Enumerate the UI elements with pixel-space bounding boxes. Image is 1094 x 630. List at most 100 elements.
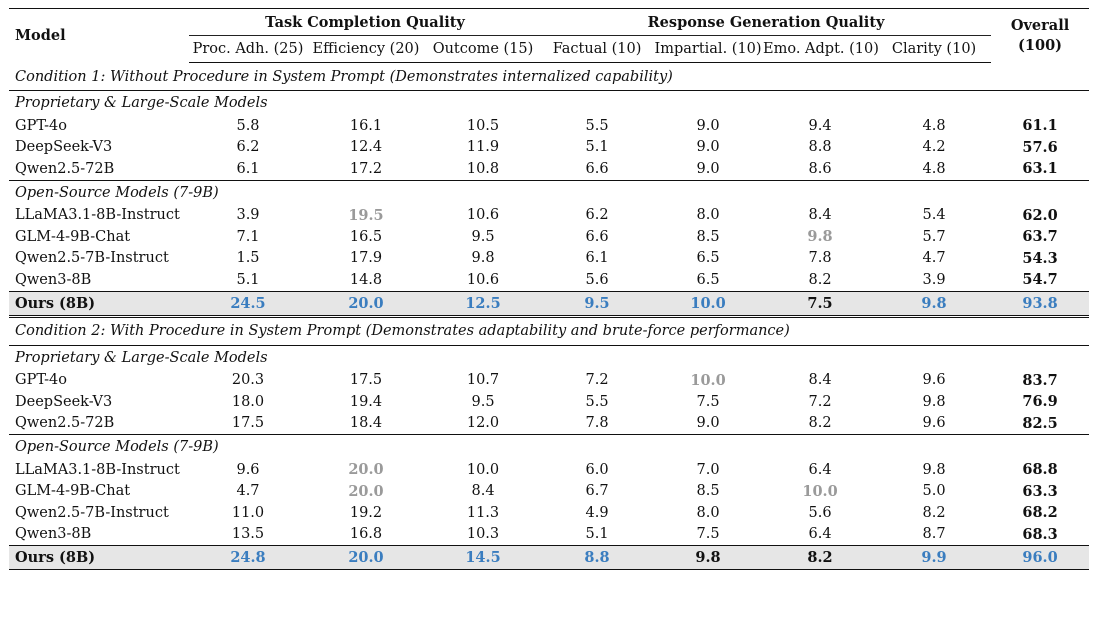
header-outcome: Outcome (15) bbox=[425, 35, 542, 63]
score-cell: 10.0 bbox=[653, 290, 764, 316]
score-cell: 14.5 bbox=[425, 545, 542, 570]
score-cell: 8.2 bbox=[763, 545, 878, 570]
score-cell: 8.2 bbox=[808, 415, 832, 432]
model-name: GLM-4-9B-Chat bbox=[15, 228, 131, 245]
score-cell: 4.7 bbox=[236, 483, 260, 500]
model-name: Ours (8B) bbox=[9, 290, 189, 316]
score-cell: 10.8 bbox=[466, 160, 500, 177]
score-cell: 24.8 bbox=[189, 545, 307, 570]
model-name: Qwen3-8B bbox=[15, 271, 92, 288]
score-cell: 7.2 bbox=[808, 393, 832, 410]
score-cell: 9.6 bbox=[922, 415, 946, 432]
model-name: Qwen2.5-7B-Instruct bbox=[15, 250, 169, 267]
score-cell: 5.8 bbox=[236, 117, 260, 134]
score-cell: 4.8 bbox=[922, 160, 946, 177]
table-row: Qwen3-8B 5.1 14.8 10.6 5.6 6.5 8.2 3.9 54.7 bbox=[9, 269, 1089, 291]
score-cell: 6.0 bbox=[585, 461, 609, 478]
score-cell: 8.7 bbox=[922, 526, 946, 543]
header-overall-label: Overall bbox=[1010, 16, 1070, 34]
score-cell: 9.0 bbox=[696, 160, 720, 177]
score-cell: 8.8 bbox=[541, 545, 654, 570]
header-model: Model bbox=[9, 8, 189, 63]
table-row: GLM-4-9B-Chat 4.7 20.0 8.4 6.7 8.5 10.0 5.0 63.3 bbox=[9, 481, 1089, 503]
score-cell: 24.5 bbox=[189, 290, 307, 316]
score-cell: 9.5 bbox=[541, 290, 654, 316]
score-cell: 5.1 bbox=[585, 526, 609, 543]
score-cell: 10.6 bbox=[466, 207, 500, 224]
score-cell: 6.1 bbox=[236, 160, 260, 177]
score-cell: 1.5 bbox=[236, 250, 260, 267]
score-cell: 20.0 bbox=[307, 290, 425, 316]
score-cell: 10.0 bbox=[466, 461, 500, 478]
model-name: DeepSeek-V3 bbox=[15, 393, 113, 410]
section-title-proprietary: Proprietary & Large-Scale Models bbox=[15, 349, 268, 366]
overall-score: 76.9 bbox=[1022, 393, 1058, 411]
header-proc-adh: Proc. Adh. (25) bbox=[189, 35, 307, 63]
score-cell: 20.0 bbox=[348, 482, 384, 500]
overall-score: 93.8 bbox=[991, 290, 1090, 316]
results-table: Model Task Completion Quality Response G… bbox=[9, 8, 1090, 570]
score-cell: 19.2 bbox=[349, 504, 383, 521]
header-factual: Factual (10) bbox=[541, 35, 654, 63]
score-cell: 11.3 bbox=[466, 504, 500, 521]
overall-score: 54.3 bbox=[1022, 249, 1058, 267]
table-row: Qwen2.5-7B-Instruct 1.5 17.9 9.8 6.1 6.5 7.8 4.… bbox=[9, 248, 1089, 270]
score-cell: 5.1 bbox=[236, 271, 260, 288]
score-cell: 6.5 bbox=[696, 271, 720, 288]
score-cell: 5.0 bbox=[922, 483, 946, 500]
score-cell: 7.5 bbox=[763, 290, 878, 316]
overall-score: 68.3 bbox=[1022, 525, 1058, 543]
score-cell: 14.8 bbox=[349, 271, 383, 288]
score-cell: 20.3 bbox=[231, 372, 265, 389]
score-cell: 10.5 bbox=[466, 117, 500, 134]
table-row: Qwen3-8B 13.5 16.8 10.3 5.1 7.5 6.4 8.7 68.3 bbox=[9, 524, 1089, 546]
score-cell: 6.5 bbox=[696, 250, 720, 267]
score-cell: 9.0 bbox=[696, 117, 720, 134]
overall-score: 68.8 bbox=[1022, 461, 1058, 479]
table-row: Qwen2.5-7B-Instruct 11.0 19.2 11.3 4.9 8.0 5.6… bbox=[9, 502, 1089, 524]
overall-score: 83.7 bbox=[1022, 371, 1058, 389]
score-cell: 8.2 bbox=[922, 504, 946, 521]
score-cell: 9.8 bbox=[922, 461, 946, 478]
score-cell: 9.4 bbox=[808, 117, 832, 134]
score-cell: 8.2 bbox=[808, 271, 832, 288]
score-cell: 9.8 bbox=[922, 393, 946, 410]
score-cell: 5.1 bbox=[585, 139, 609, 156]
table-row: LLaMA3.1-8B-Instruct 9.6 20.0 10.0 6.0 7.0 6.4… bbox=[9, 459, 1089, 481]
score-cell: 17.9 bbox=[349, 250, 383, 267]
condition-title: Condition 2: With Procedure in System Pr… bbox=[9, 314, 1090, 346]
overall-score: 62.0 bbox=[1022, 206, 1058, 224]
header-overall-max: (100) bbox=[1018, 36, 1063, 54]
score-cell: 8.6 bbox=[808, 160, 832, 177]
score-cell: 12.4 bbox=[349, 139, 383, 156]
score-cell: 6.4 bbox=[808, 526, 832, 543]
score-cell: 11.9 bbox=[466, 139, 500, 156]
table-row: Qwen2.5-72B 6.1 17.2 10.8 6.6 9.0 8.6 4.8 63.1 bbox=[9, 158, 1089, 180]
overall-score: 68.2 bbox=[1022, 504, 1058, 522]
score-cell: 7.2 bbox=[585, 372, 609, 389]
score-cell: 3.9 bbox=[236, 207, 260, 224]
score-cell: 19.4 bbox=[349, 393, 383, 410]
header-impartial: Impartial. (10) bbox=[653, 35, 764, 63]
score-cell: 13.5 bbox=[231, 526, 265, 543]
score-cell: 8.4 bbox=[471, 483, 495, 500]
section-title-open-source: Open-Source Models (7-9B) bbox=[9, 179, 1090, 205]
score-cell: 7.8 bbox=[808, 250, 832, 267]
score-cell: 19.5 bbox=[348, 206, 384, 224]
score-cell: 9.8 bbox=[471, 250, 495, 267]
table-row: DeepSeek-V3 18.0 19.4 9.5 5.5 7.5 7.2 9.8 76.9 bbox=[9, 391, 1089, 413]
score-cell: 7.5 bbox=[696, 526, 720, 543]
table-row: GPT-4o 5.8 16.1 10.5 5.5 9.0 9.4 4.8 61.1 bbox=[9, 115, 1089, 137]
model-name: Ours (8B) bbox=[9, 545, 189, 570]
score-cell: 12.0 bbox=[466, 415, 500, 432]
score-cell: 10.6 bbox=[466, 271, 500, 288]
score-cell: 5.6 bbox=[808, 504, 832, 521]
score-cell: 9.0 bbox=[696, 415, 720, 432]
score-cell: 16.8 bbox=[349, 526, 383, 543]
score-cell: 10.3 bbox=[466, 526, 500, 543]
score-cell: 6.2 bbox=[585, 207, 609, 224]
overall-score: 61.1 bbox=[1022, 117, 1058, 135]
overall-score: 63.3 bbox=[1022, 482, 1058, 500]
score-cell: 5.4 bbox=[922, 207, 946, 224]
score-cell: 4.7 bbox=[922, 250, 946, 267]
